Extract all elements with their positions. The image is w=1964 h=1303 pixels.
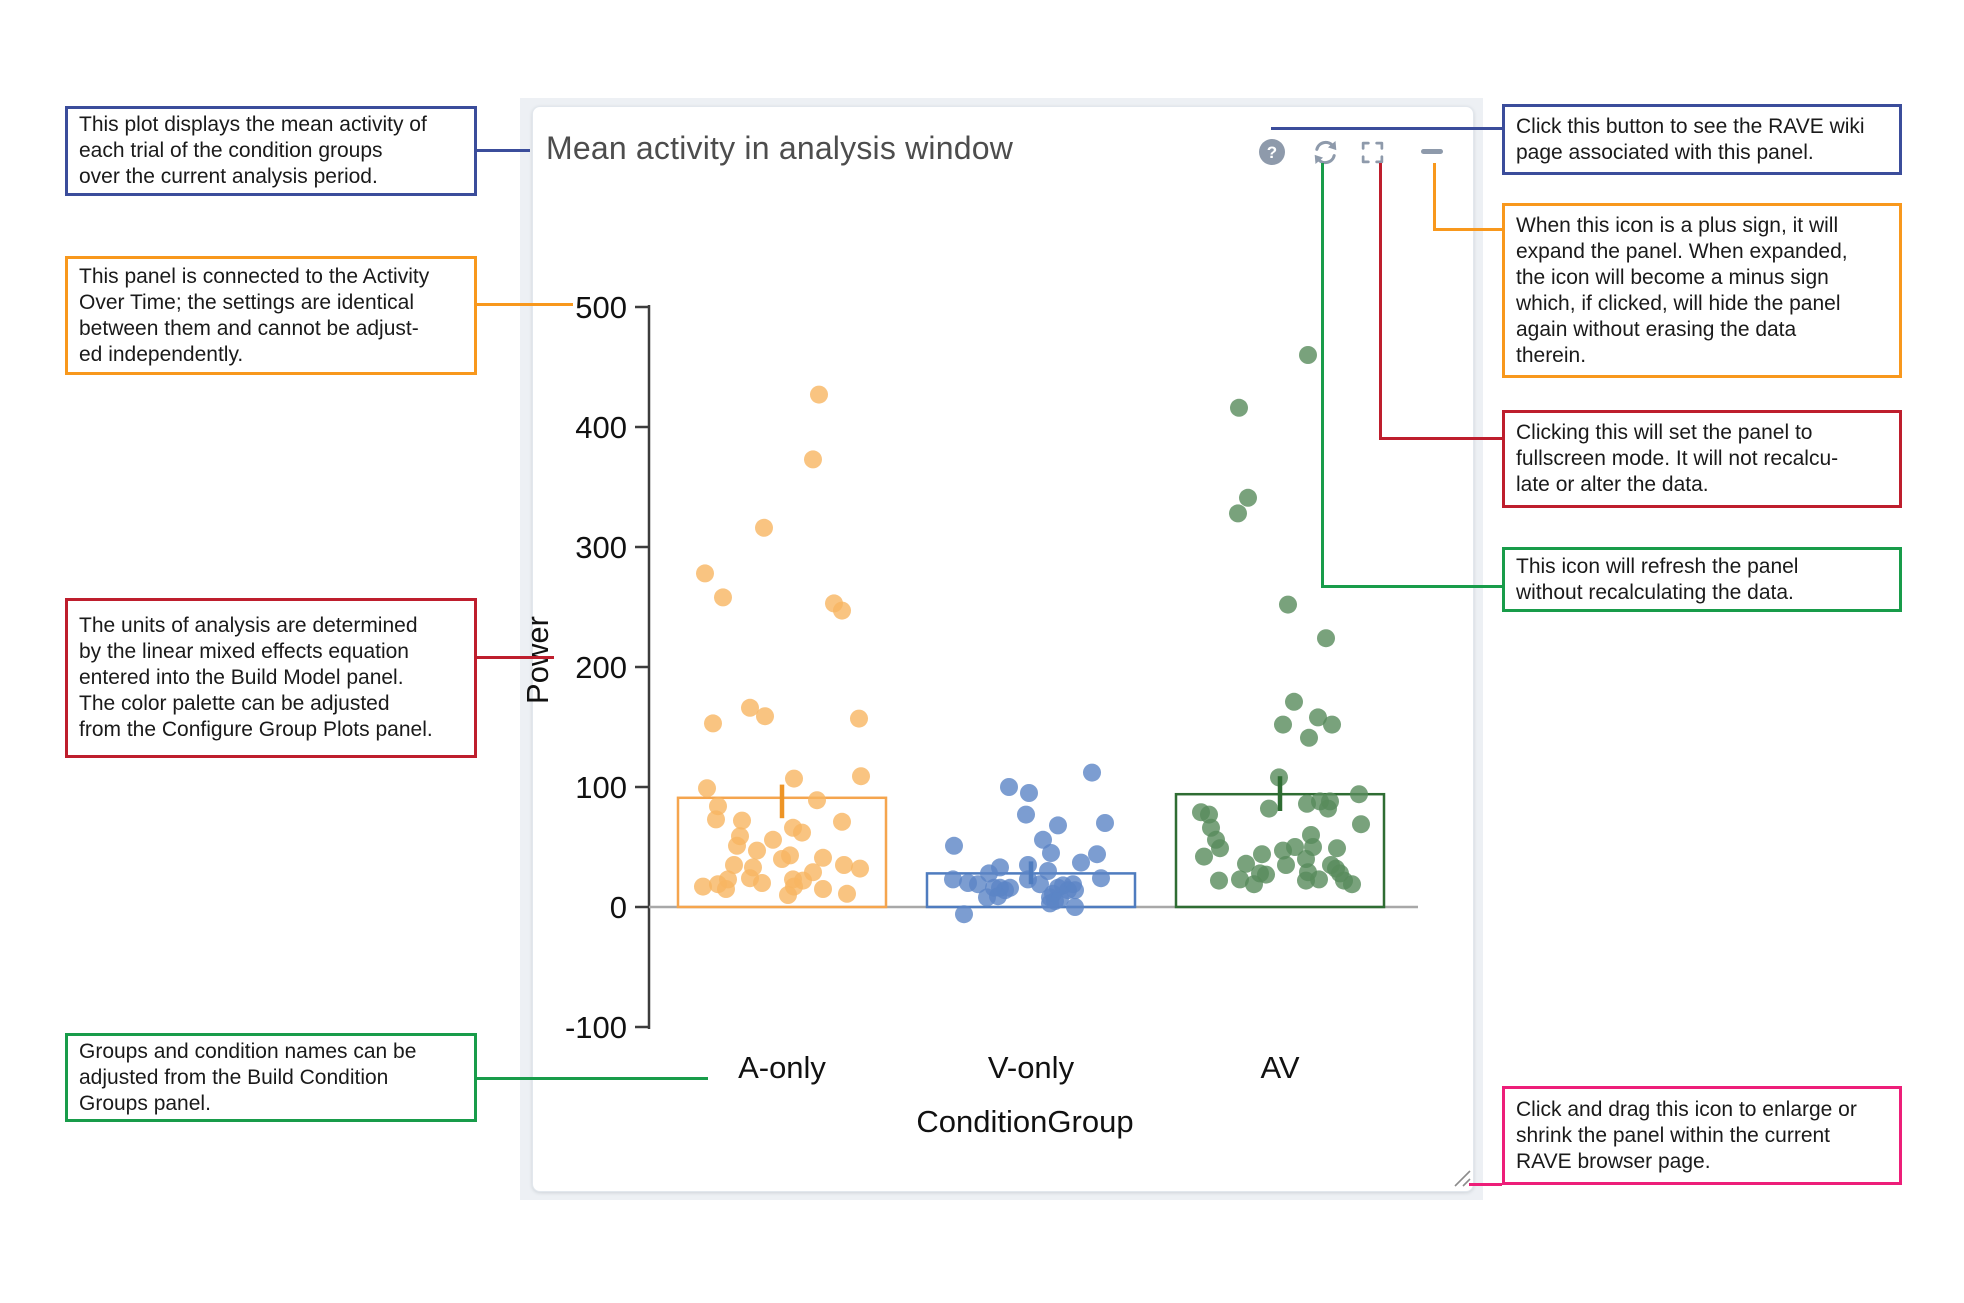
fullscreen-button[interactable] (1360, 140, 1385, 165)
callout-expand-note: When this icon is a plus sign, it will e… (1502, 203, 1902, 378)
connector-resize-note (1469, 1183, 1502, 1186)
callout-linked-panel: This panel is connected to the Activity … (65, 256, 477, 375)
resize-grip-icon (1454, 1170, 1471, 1187)
callout-refresh-note: This icon will refresh the panel without… (1502, 547, 1902, 612)
callout-groups-note-text: Groups and condition names can be adjust… (79, 1039, 417, 1115)
connector-units-note (477, 656, 554, 659)
fullscreen-icon (1361, 141, 1384, 164)
callout-wiki-note: Click this button to see the RAVE wiki p… (1502, 104, 1902, 175)
connector-groups-note (477, 1077, 708, 1080)
connector-wiki-note (1271, 127, 1502, 130)
callout-linked-panel-text: This panel is connected to the Activity … (79, 264, 430, 366)
collapse-button[interactable] (1421, 149, 1443, 154)
refresh-button[interactable] (1312, 139, 1339, 166)
callout-units-note: The units of analysis are determined by … (65, 598, 477, 758)
panel-card (532, 106, 1474, 1192)
refresh-icon (1314, 140, 1337, 165)
connector-fullscreen-note-h (1379, 437, 1502, 440)
callout-fullscreen-note: Clicking this will set the panel to full… (1502, 410, 1902, 508)
question-mark-icon: ? (1266, 142, 1278, 162)
resize-grip[interactable] (1450, 1166, 1474, 1190)
callout-plot-description: This plot displays the mean activity of … (65, 106, 477, 196)
connector-expand-note-v (1433, 163, 1436, 231)
callout-wiki-note-text: Click this button to see the RAVE wiki p… (1516, 114, 1865, 164)
callout-groups-note: Groups and condition names can be adjust… (65, 1033, 477, 1122)
connector-refresh-note-v (1321, 163, 1324, 588)
connector-expand-note-h (1433, 228, 1502, 231)
callout-refresh-note-text: This icon will refresh the panel without… (1516, 554, 1799, 604)
connector-plot-description (477, 149, 530, 152)
callout-resize-note-text: Click and drag this icon to enlarge or s… (1516, 1097, 1857, 1173)
connector-fullscreen-note-v (1379, 163, 1382, 440)
callout-resize-note: Click and drag this icon to enlarge or s… (1502, 1086, 1902, 1185)
panel-title: Mean activity in analysis window (546, 130, 1014, 166)
connector-linked-panel (477, 303, 573, 306)
callout-plot-description-text: This plot displays the mean activity of … (79, 113, 427, 188)
help-button[interactable]: ? (1259, 139, 1285, 165)
callout-units-note-text: The units of analysis are determined by … (79, 614, 433, 741)
callout-expand-note-text: When this icon is a plus sign, it will e… (1516, 213, 1848, 367)
connector-refresh-note-h (1321, 585, 1502, 588)
callout-fullscreen-note-text: Clicking this will set the panel to full… (1516, 421, 1839, 496)
